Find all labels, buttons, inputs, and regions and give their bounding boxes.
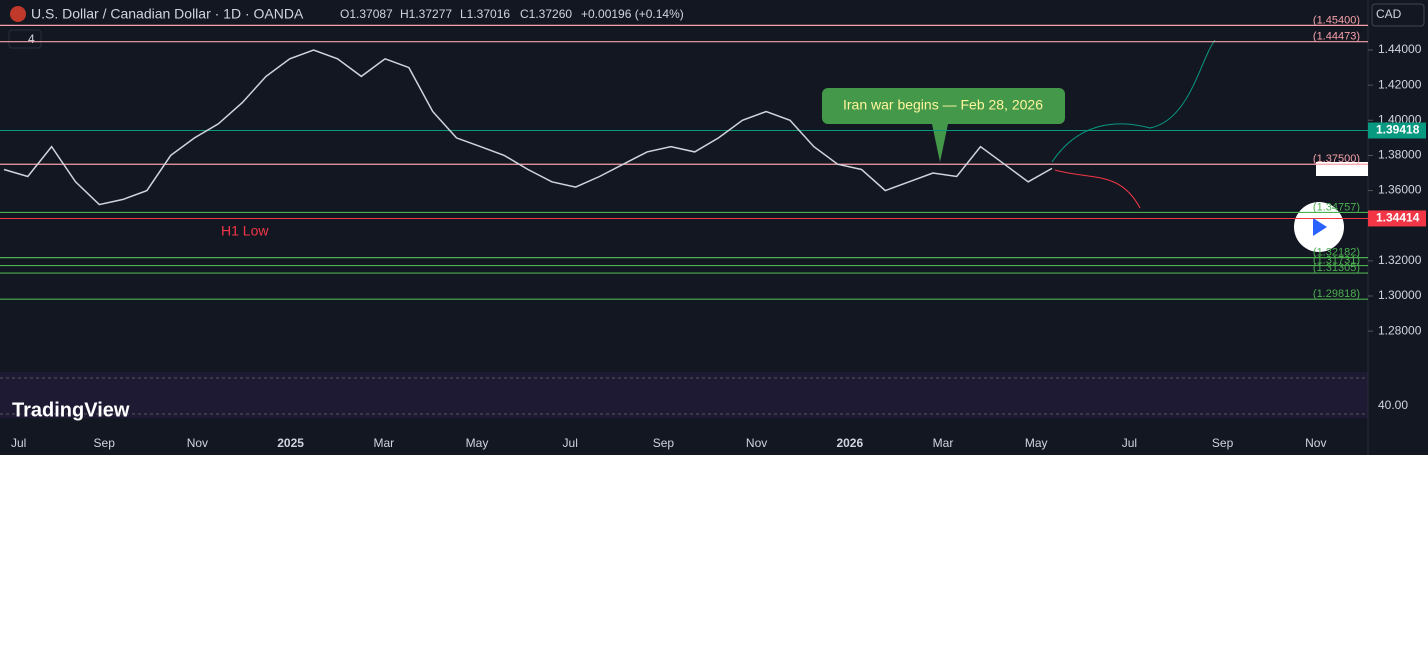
ohlc-open: O1.37087 bbox=[340, 7, 393, 21]
level-label: (1.31731) bbox=[1313, 254, 1360, 266]
x-tick-label: Jul bbox=[11, 436, 26, 450]
x-tick-label: Nov bbox=[187, 436, 208, 450]
price-badge-label: 1.34414 bbox=[1376, 211, 1420, 225]
level-label: (1.32182) bbox=[1313, 247, 1360, 259]
ohlc-close: C1.37260 bbox=[520, 7, 572, 21]
x-tick-label: 2026 bbox=[836, 436, 863, 450]
x-tick-label: Sep bbox=[653, 436, 675, 450]
y-tick-label: 1.38000 bbox=[1378, 148, 1422, 162]
brand: TradingView bbox=[12, 399, 130, 421]
price-label-box bbox=[1316, 162, 1368, 176]
rsi-tick-label: 40.00 bbox=[1378, 398, 1408, 412]
x-tick-label: May bbox=[1025, 436, 1048, 450]
x-tick-label: Sep bbox=[94, 436, 116, 450]
price-badge-label: 1.39418 bbox=[1376, 123, 1420, 137]
level-label: (1.29818) bbox=[1313, 288, 1360, 300]
x-tick-label: Nov bbox=[1305, 436, 1326, 450]
level-label: (1.34757) bbox=[1313, 201, 1360, 213]
callout bbox=[822, 88, 1065, 124]
level-label: (1.45400) bbox=[1313, 14, 1360, 26]
x-tick-label: Mar bbox=[933, 436, 954, 450]
y-tick-label: 1.28000 bbox=[1378, 323, 1422, 337]
x-tick-label: Jul bbox=[563, 436, 578, 450]
y-tick-label: 1.32000 bbox=[1378, 253, 1422, 267]
projection-up bbox=[1051, 39, 1216, 163]
h1-low-label: H1 Low bbox=[221, 223, 269, 239]
projection-down bbox=[1054, 169, 1141, 209]
y-tick-label: 1.42000 bbox=[1378, 77, 1422, 91]
level-label: (1.31305) bbox=[1313, 262, 1360, 274]
currency: CAD bbox=[1376, 7, 1402, 21]
callout-pointer bbox=[932, 124, 948, 162]
y-tick-label: 1.44000 bbox=[1378, 42, 1422, 56]
currency-button[interactable] bbox=[1371, 3, 1425, 27]
callout-text: Iran war begins — Feb 28, 2026 bbox=[843, 97, 1043, 113]
ohlc-change: +0.00196 (+0.14%) bbox=[581, 7, 684, 21]
symbol-title: U.S. Dollar / Canadian Dollar · 1D · OAN… bbox=[31, 6, 304, 22]
y-tick-label: 1.36000 bbox=[1378, 183, 1422, 197]
x-tick-label: May bbox=[466, 436, 489, 450]
y-tick-label: 1.30000 bbox=[1378, 288, 1422, 302]
x-tick-label: Nov bbox=[746, 436, 767, 450]
level-label: (1.37500) bbox=[1313, 153, 1360, 165]
level-label: (1.44473) bbox=[1313, 31, 1360, 43]
x-tick-label: 2025 bbox=[277, 436, 304, 450]
ohlc-high: H1.37277 bbox=[400, 7, 452, 21]
x-tick-label: Jul bbox=[1122, 436, 1137, 450]
play-icon bbox=[1313, 218, 1327, 236]
price-badge bbox=[1368, 210, 1426, 227]
rsi-panel bbox=[0, 372, 1368, 418]
ohlc-low: L1.37016 bbox=[460, 7, 510, 21]
symbol-flag bbox=[10, 6, 26, 22]
indicator-toggle[interactable] bbox=[8, 29, 42, 49]
indicator-count: 4 bbox=[28, 32, 35, 46]
x-tick-label: Sep bbox=[1212, 436, 1234, 450]
price-badge bbox=[1368, 122, 1426, 139]
x-tick-label: Mar bbox=[373, 436, 394, 450]
price-line bbox=[3, 49, 1053, 206]
